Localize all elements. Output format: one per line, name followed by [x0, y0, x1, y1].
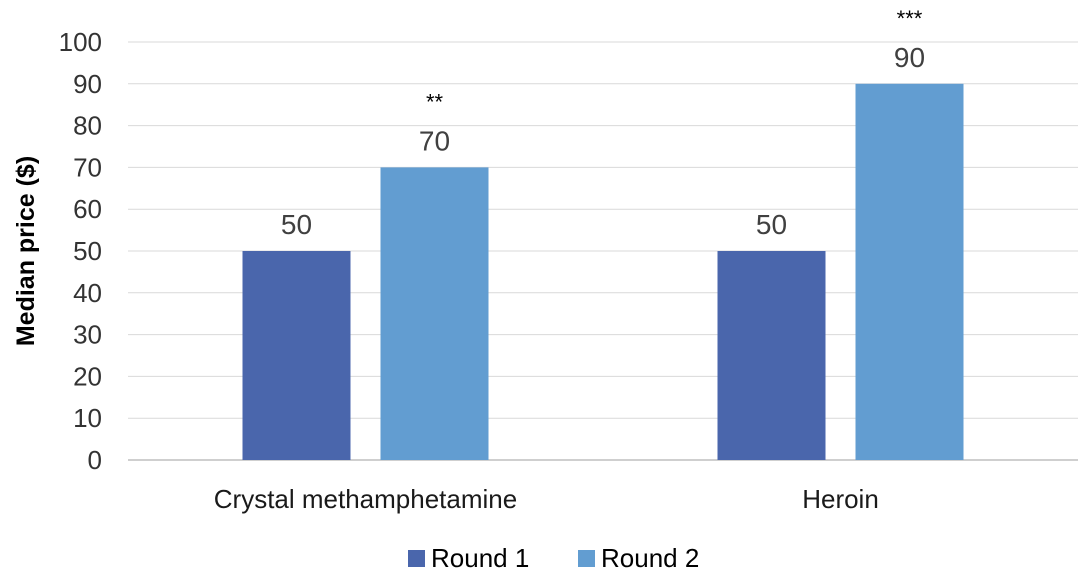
y-tick-label: 60: [73, 194, 102, 224]
data-label: 90: [894, 42, 925, 73]
y-tick-label: 0: [88, 445, 102, 475]
y-tick-label: 20: [73, 361, 102, 391]
bar-round-2-0: [380, 167, 489, 460]
y-tick-label: 50: [73, 236, 102, 266]
y-tick-label: 80: [73, 111, 102, 141]
y-tick-label: 10: [73, 403, 102, 433]
bar-round-2-1: [855, 83, 964, 461]
x-category-label: Crystal methamphetamine: [214, 484, 517, 514]
legend-swatch: [578, 550, 595, 567]
y-tick-label: 100: [59, 27, 102, 57]
data-label: 70: [419, 125, 450, 156]
significance-marker: **: [426, 89, 444, 114]
legend-label: Round 1: [431, 543, 529, 573]
y-tick-label: 30: [73, 320, 102, 350]
y-tick-label: 70: [73, 152, 102, 182]
y-axis-label: Median price ($): [12, 156, 40, 346]
y-axis-tick-labels: 0 10 20 30 40 50 60 70 80 90 100: [59, 27, 102, 475]
data-label: 50: [756, 209, 787, 240]
x-axis-category-labels: Crystal methamphetamine Heroin: [214, 484, 879, 514]
legend-label: Round 2: [601, 543, 699, 573]
legend-swatch: [408, 550, 425, 567]
y-tick-label: 90: [73, 69, 102, 99]
y-tick-label: 40: [73, 278, 102, 308]
significance-marker: ***: [897, 6, 923, 31]
data-label: 50: [281, 209, 312, 240]
legend: Round 1 Round 2: [408, 543, 699, 573]
data-labels: 50 70 ** 50 90 ***: [281, 6, 925, 240]
x-category-label: Heroin: [802, 484, 879, 514]
bars: [242, 83, 964, 461]
bar-round-1-0: [242, 251, 351, 460]
bar-round-1-1: [717, 251, 826, 460]
